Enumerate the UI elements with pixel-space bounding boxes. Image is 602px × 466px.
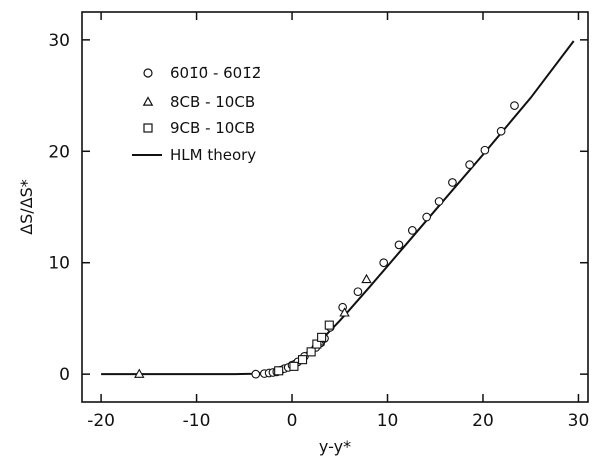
axis-tick-labels: -20 -10 0 10 20 30 0 10 20 30 [48,31,589,431]
data-point-square [289,361,299,371]
legend-label-series-1: 6̄01̄0̄ - 6̄01̄2̄ [170,64,261,82]
plot-frame [81,11,589,403]
legend-label-theory: HLM theory [170,146,256,164]
data-markers [134,101,519,379]
x-tick-label: 10 [377,411,399,431]
x-tick-label: -20 [87,411,115,431]
y-axis-label: ΔS/ΔS* [17,179,36,235]
data-point-circle [422,212,432,222]
data-point-square [317,332,327,342]
legend-circle-marker [143,68,153,78]
data-point-circle [510,101,519,110]
data-point-triangle [134,368,145,378]
data-point-square [306,347,316,357]
x-tick-label: -10 [183,411,211,431]
data-point-square [274,366,284,376]
legend-square-marker [143,123,153,133]
data-point-triangle [361,273,372,284]
data-point-square [297,355,308,365]
legend-label-series-3: 9CB - 10CB [170,119,255,137]
hlm-theory-line [101,40,575,376]
data-point-circle [480,145,490,155]
legend-entry-theory: HLM theory [132,146,256,164]
x-tick-label: 20 [472,411,494,431]
y-tick-label: 20 [48,142,70,162]
data-point-square [324,320,334,330]
data-point-circle [465,160,474,170]
legend-entry-series-2: 8CB - 10CB [142,93,255,111]
legend-entry-series-3: 9CB - 10CB [143,119,255,137]
data-point-circle [353,287,363,297]
y-tick-label: 10 [48,254,70,274]
legend-label-series-2: 8CB - 10CB [170,93,255,111]
legend: 6̄01̄0̄ - 6̄01̄2̄ 8CB - 10CB 9CB - 10CB … [132,64,261,164]
data-point-circle [448,178,457,187]
x-tick-label: 0 [287,411,298,431]
legend-triangle-marker [142,96,154,106]
y-tick-label: 0 [59,365,70,385]
data-point-circle [251,369,261,379]
x-axis-label: y-y* [319,437,351,456]
data-point-triangle [339,307,350,317]
x-tick-label: 30 [568,411,590,431]
data-point-circle [496,126,506,136]
axis-ticks [82,12,588,402]
legend-entry-series-1: 6̄01̄0̄ - 6̄01̄2̄ [143,64,261,82]
data-point-circle [379,258,389,268]
data-point-circle [434,197,444,206]
data-point-circle [407,226,417,235]
data-point-circle [394,240,404,250]
y-tick-label: 30 [48,31,70,51]
data-point-square [312,339,322,349]
